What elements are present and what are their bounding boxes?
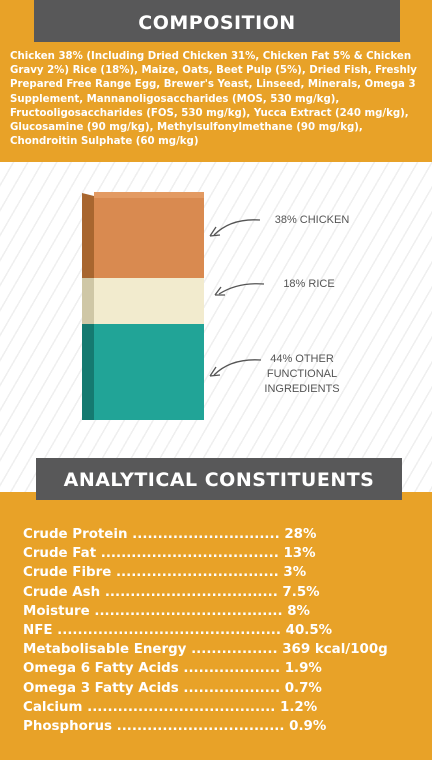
- bag-chicken-side: [82, 193, 94, 278]
- constituent-row: Calcium ................................…: [23, 699, 318, 715]
- constituent-row: Omega 6 Fatty Acids ................... …: [23, 661, 322, 677]
- bag-other-segment: [94, 324, 204, 420]
- ingredient-breakdown: 38% CHICKEN 18% RICE 44% OTHER FUNCTIONA…: [0, 162, 432, 492]
- bag-other-side: [82, 324, 94, 420]
- constituent-row: Metabolisable Energy ................. 3…: [23, 642, 388, 658]
- constituent-row: Crude Fibre ............................…: [23, 565, 307, 581]
- constituent-row: Phosphorus .............................…: [23, 718, 327, 734]
- other-label-line: INGREDIENTS: [264, 383, 340, 395]
- other-label-line: 44% OTHER: [270, 353, 334, 365]
- analytical-heading: ANALYTICAL CONSTITUENTS: [36, 458, 402, 500]
- composition-heading: COMPOSITION: [34, 0, 400, 42]
- rice-arrow-icon: [214, 283, 265, 296]
- analytical-section: [0, 492, 432, 760]
- constituent-row: Moisture ...............................…: [23, 603, 310, 619]
- constituent-row: Crude Fat ..............................…: [23, 546, 316, 562]
- other-ingredients-label: 44% OTHER FUNCTIONAL INGREDIENTS: [242, 352, 362, 397]
- constituent-row: NFE ....................................…: [23, 622, 333, 638]
- rice-label: 18% RICE: [283, 278, 335, 290]
- constituent-row: Crude Ash ..............................…: [23, 584, 320, 600]
- bag-rice-side: [82, 278, 94, 324]
- bag-chicken-segment: [94, 198, 204, 278]
- bag-rice-segment: [94, 278, 204, 324]
- constituent-row: Omega 3 Fatty Acids ................... …: [23, 680, 322, 696]
- composition-text: Chicken 38% (Including Dried Chicken 31%…: [10, 51, 417, 148]
- constituent-row: Crude Protein ..........................…: [23, 527, 317, 542]
- chicken-label: 38% CHICKEN: [274, 214, 350, 226]
- constituents-list: Crude Protein ..........................…: [23, 525, 423, 736]
- food-bag-illustration: [82, 192, 204, 420]
- other-arrow-icon: [209, 359, 262, 377]
- other-label-line: FUNCTIONAL: [266, 368, 338, 380]
- chicken-arrow-icon: [209, 219, 261, 237]
